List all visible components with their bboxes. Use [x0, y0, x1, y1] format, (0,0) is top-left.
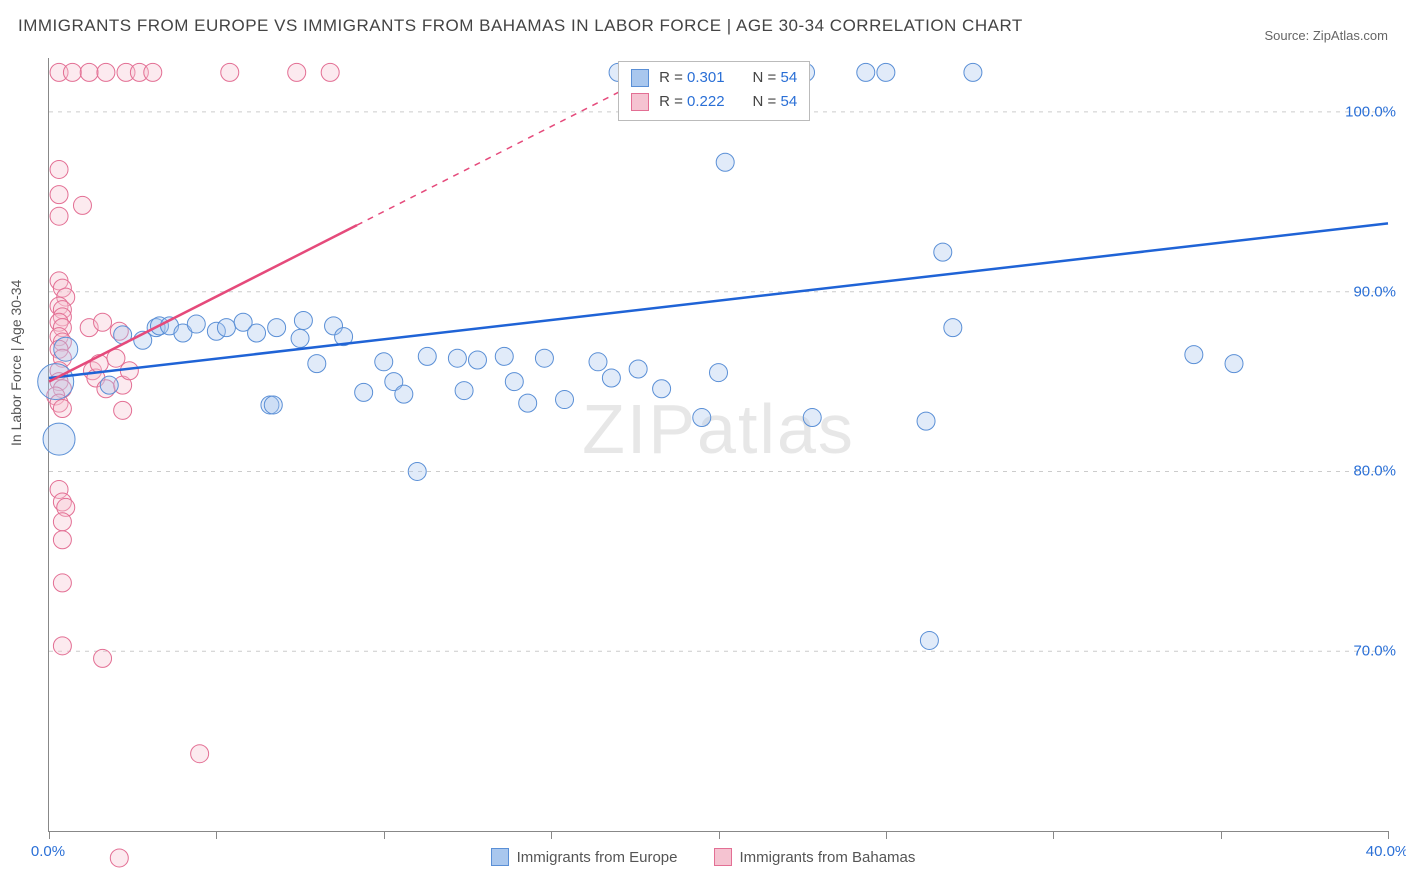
data-point-bahamas — [53, 574, 71, 592]
data-point-europe — [917, 412, 935, 430]
data-point-bahamas — [50, 160, 68, 178]
legend-label: Immigrants from Europe — [517, 849, 678, 866]
x-tick — [719, 831, 720, 839]
data-point-europe — [468, 351, 486, 369]
data-point-bahamas — [53, 637, 71, 655]
data-point-europe — [395, 385, 413, 403]
x-tick — [1388, 831, 1389, 839]
data-point-europe — [418, 347, 436, 365]
data-point-europe — [803, 409, 821, 427]
correlation-chart: IMMIGRANTS FROM EUROPE VS IMMIGRANTS FRO… — [0, 0, 1406, 892]
legend: Immigrants from Europe Immigrants from Ba… — [0, 848, 1406, 866]
data-point-europe — [653, 380, 671, 398]
data-point-bahamas — [144, 63, 162, 81]
data-point-europe — [589, 353, 607, 371]
data-point-europe — [448, 349, 466, 367]
data-point-europe — [944, 319, 962, 337]
data-point-bahamas — [50, 207, 68, 225]
data-point-europe — [535, 349, 553, 367]
data-point-europe — [964, 63, 982, 81]
data-point-bahamas — [53, 531, 71, 549]
data-point-bahamas — [94, 649, 112, 667]
swatch-europe — [631, 69, 649, 87]
data-point-bahamas — [50, 186, 68, 204]
data-point-europe — [519, 394, 537, 412]
data-point-europe — [602, 369, 620, 387]
data-point-europe — [43, 423, 75, 455]
x-tick — [551, 831, 552, 839]
data-point-bahamas — [114, 401, 132, 419]
stats-row-bahamas: R = 0.222 N = 54 — [631, 90, 797, 114]
data-point-bahamas — [321, 63, 339, 81]
data-point-europe — [100, 376, 118, 394]
legend-item-europe: Immigrants from Europe — [491, 848, 678, 866]
data-point-europe — [556, 391, 574, 409]
data-point-europe — [1185, 346, 1203, 364]
data-point-europe — [264, 396, 282, 414]
swatch-bahamas — [631, 93, 649, 111]
data-point-bahamas — [288, 63, 306, 81]
data-point-bahamas — [120, 362, 138, 380]
data-point-bahamas — [53, 513, 71, 531]
data-point-europe — [877, 63, 895, 81]
data-point-bahamas — [191, 745, 209, 763]
legend-swatch-europe — [491, 848, 509, 866]
correlation-stats-box: R = 0.301 N = 54 R = 0.222 N = 54 — [618, 61, 810, 121]
x-tick — [886, 831, 887, 839]
y-tick-label: 80.0% — [1353, 463, 1396, 480]
data-point-europe — [934, 243, 952, 261]
data-point-europe — [248, 324, 266, 342]
data-point-europe — [455, 382, 473, 400]
y-tick-label: 70.0% — [1353, 643, 1396, 660]
x-tick-label: 0.0% — [31, 843, 65, 860]
plot-svg — [49, 58, 1388, 831]
legend-item-bahamas: Immigrants from Bahamas — [714, 848, 916, 866]
data-point-europe — [408, 462, 426, 480]
stats-row-europe: R = 0.301 N = 54 — [631, 66, 797, 90]
data-point-bahamas — [53, 400, 71, 418]
plot-area: ZIPatlas R = 0.301 N = 54 R = 0.222 N = … — [48, 58, 1388, 832]
data-point-europe — [54, 337, 78, 361]
chart-title: IMMIGRANTS FROM EUROPE VS IMMIGRANTS FRO… — [18, 16, 1023, 36]
data-point-europe — [187, 315, 205, 333]
data-point-europe — [505, 373, 523, 391]
legend-swatch-bahamas — [714, 848, 732, 866]
data-point-europe — [629, 360, 647, 378]
x-tick — [384, 831, 385, 839]
data-point-europe — [710, 364, 728, 382]
data-point-bahamas — [94, 313, 112, 331]
data-point-bahamas — [97, 63, 115, 81]
x-tick — [1053, 831, 1054, 839]
data-point-europe — [268, 319, 286, 337]
data-point-europe — [495, 347, 513, 365]
data-point-europe — [308, 355, 326, 373]
data-point-europe — [920, 631, 938, 649]
data-point-europe — [1225, 355, 1243, 373]
data-point-europe — [294, 311, 312, 329]
y-tick-label: 90.0% — [1353, 283, 1396, 300]
data-point-europe — [217, 319, 235, 337]
y-axis-label: In Labor Force | Age 30-34 — [8, 280, 24, 446]
data-point-europe — [857, 63, 875, 81]
x-tick — [216, 831, 217, 839]
data-point-europe — [291, 329, 309, 347]
data-point-europe — [693, 409, 711, 427]
data-point-bahamas — [221, 63, 239, 81]
data-point-bahamas — [73, 196, 91, 214]
x-tick-label: 40.0% — [1366, 843, 1406, 860]
data-point-bahamas — [63, 63, 81, 81]
data-point-bahamas — [80, 63, 98, 81]
data-point-europe — [375, 353, 393, 371]
source-attribution: Source: ZipAtlas.com — [1264, 28, 1388, 43]
data-point-europe — [355, 383, 373, 401]
x-tick — [49, 831, 50, 839]
data-point-europe — [716, 153, 734, 171]
y-tick-label: 100.0% — [1345, 103, 1396, 120]
source-link[interactable]: ZipAtlas.com — [1313, 28, 1388, 43]
x-tick — [1221, 831, 1222, 839]
data-point-europe — [38, 364, 74, 400]
legend-label: Immigrants from Bahamas — [740, 849, 916, 866]
